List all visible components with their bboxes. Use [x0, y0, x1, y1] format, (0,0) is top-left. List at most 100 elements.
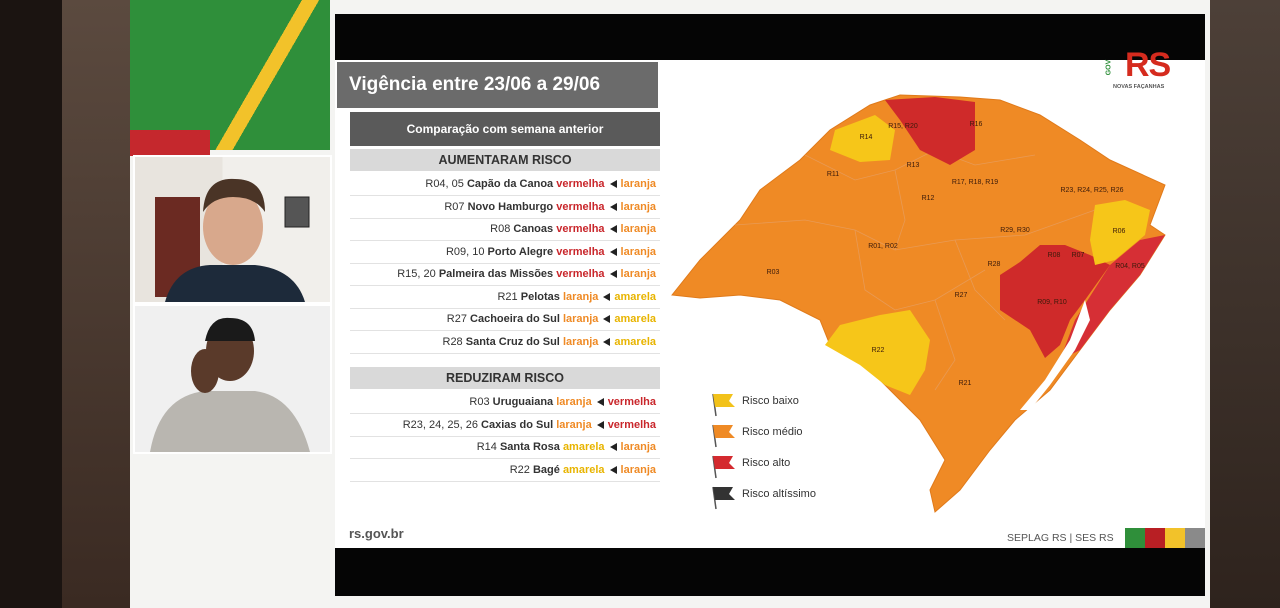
- region-name: Uruguaiana: [492, 396, 554, 408]
- arrow: [609, 180, 617, 189]
- comparison-row: R08 Canoas vermelha laranja: [350, 218, 660, 241]
- backdrop: [62, 0, 130, 608]
- flag: [713, 425, 735, 438]
- interpreter: [150, 317, 310, 452]
- risk-high-area: [1060, 235, 1165, 360]
- comparison-row: R07 Novo Hamburgo vermelha laranja: [350, 196, 660, 219]
- comparison-row: R03 Uruguaiana laranja vermelha: [350, 391, 660, 414]
- arrow: [603, 337, 611, 346]
- flag: [713, 394, 735, 407]
- logo-tagline: NOVAS FAÇANHAS: [1113, 84, 1165, 90]
- region-borders: [734, 149, 1096, 391]
- map-label: R22: [872, 347, 885, 354]
- map-label: R29, R30: [1000, 227, 1030, 234]
- map-label: R17, R18, R19: [952, 179, 998, 186]
- map-label: R01, R02: [868, 243, 898, 250]
- new-risk: vermelha: [607, 396, 656, 408]
- previous-risk: amarela: [562, 441, 605, 453]
- region-codes: R27: [446, 313, 467, 325]
- previous-risk: laranja: [556, 396, 592, 408]
- previous-risk: laranja: [562, 313, 599, 325]
- comparison-row: R28 Santa Cruz do Sul laranja amarela: [350, 331, 660, 354]
- map-label: R15, R20: [888, 123, 918, 130]
- arrow: [603, 315, 611, 324]
- map-label: R23, R24, R25, R26: [1060, 187, 1123, 194]
- map-label: R06: [1113, 228, 1126, 235]
- flag-pole: [712, 393, 717, 417]
- map-label: R21: [959, 380, 972, 387]
- new-risk: laranja: [620, 200, 656, 213]
- legend-label: Risco alto: [742, 457, 790, 469]
- credits: SEPLAG RS | SES RS: [1007, 532, 1114, 544]
- region-codes: R15, 20: [397, 268, 436, 280]
- logo: RS: [1125, 46, 1171, 84]
- new-risk: laranja: [620, 245, 656, 258]
- region-name: Santa Rosa: [499, 441, 560, 453]
- comparison-row: R09, 10 Porto Alegre vermelha laranja: [350, 241, 660, 264]
- new-risk: laranja: [620, 178, 656, 190]
- previous-risk: laranja: [556, 418, 592, 431]
- region-codes: R28: [442, 335, 463, 348]
- region-codes: R14: [476, 441, 497, 453]
- arrow: [609, 202, 617, 211]
- new-risk: vermelha: [607, 418, 656, 431]
- region-codes: R21: [497, 290, 518, 303]
- letterbox: [335, 548, 1205, 596]
- new-risk: laranja: [620, 268, 656, 280]
- previous-risk: vermelha: [556, 268, 605, 280]
- backdrop: [1210, 0, 1280, 608]
- map-label: R14: [860, 134, 873, 141]
- legend-label: Risco altíssimo: [742, 488, 816, 500]
- risk-high-area: [885, 97, 975, 165]
- previous-risk: laranja: [562, 290, 599, 303]
- region-name: Bagé: [532, 463, 560, 476]
- comparison-row: R14 Santa Rosa amarela laranja: [350, 436, 660, 459]
- previous-risk: vermelha: [556, 223, 605, 235]
- previous-risk: vermelha: [556, 200, 605, 213]
- region-name: Novo Hamburgo: [467, 200, 554, 213]
- map-label: R13: [907, 162, 920, 169]
- slide-title: Vigência entre 23/06 a 29/06: [337, 62, 658, 108]
- region-name: Porto Alegre: [487, 245, 554, 258]
- new-risk: laranja: [620, 463, 656, 476]
- previous-risk: amarela: [562, 463, 605, 476]
- section-heading: AUMENTARAM RISCO: [350, 149, 660, 171]
- new-risk: laranja: [620, 223, 656, 235]
- decoration: [1165, 528, 1185, 548]
- map-label: R08: [1048, 252, 1061, 259]
- arrow: [596, 420, 604, 429]
- flag: [713, 487, 735, 500]
- arrow: [609, 225, 617, 234]
- presenter: [155, 178, 310, 302]
- comparison-row: R23, 24, 25, 26 Caxias do Sul laranja ver…: [350, 414, 660, 437]
- region-codes: R07: [444, 200, 465, 213]
- comparison-row: R15, 20 Palmeira das Missões vermelha lar…: [350, 263, 660, 286]
- comparison-row: R27 Cachoeira do Sul laranja amarela: [350, 308, 660, 331]
- map-label: R28: [988, 261, 1001, 268]
- section-heading: REDUZIRAM RISCO: [350, 367, 660, 389]
- region-codes: R22: [509, 463, 530, 476]
- new-risk: amarela: [614, 335, 656, 348]
- new-risk: amarela: [614, 290, 656, 303]
- region-codes: R03: [469, 396, 490, 408]
- comparison-row: R04, 05 Capão da Canoa vermelha laranja: [350, 173, 660, 196]
- map-label: R09, R10: [1037, 299, 1067, 306]
- decoration: [1125, 528, 1145, 548]
- map-label: R07: [1072, 252, 1085, 259]
- risk-low-area: [830, 115, 895, 162]
- region-name: Capão da Canoa: [466, 178, 554, 190]
- region-name: Canoas: [513, 223, 554, 235]
- previous-risk: vermelha: [556, 178, 605, 190]
- arrow: [609, 443, 617, 452]
- map-labels: R14 R15, R20 R16 R13 R11 R12 R17, R18, R19 R23,…: [767, 121, 1145, 387]
- comparison-row: R22 Bagé amarela laranja: [350, 459, 660, 482]
- legend-label: Risco baixo: [742, 395, 799, 407]
- letterbox: [335, 14, 1205, 60]
- flag-pole: [712, 424, 717, 448]
- previous-risk: vermelha: [556, 245, 605, 258]
- region-codes: R04, 05: [425, 178, 464, 190]
- region-name: Santa Cruz do Sul: [465, 335, 560, 348]
- decoration: [130, 130, 210, 156]
- region-name: Caxias do Sul: [481, 418, 554, 431]
